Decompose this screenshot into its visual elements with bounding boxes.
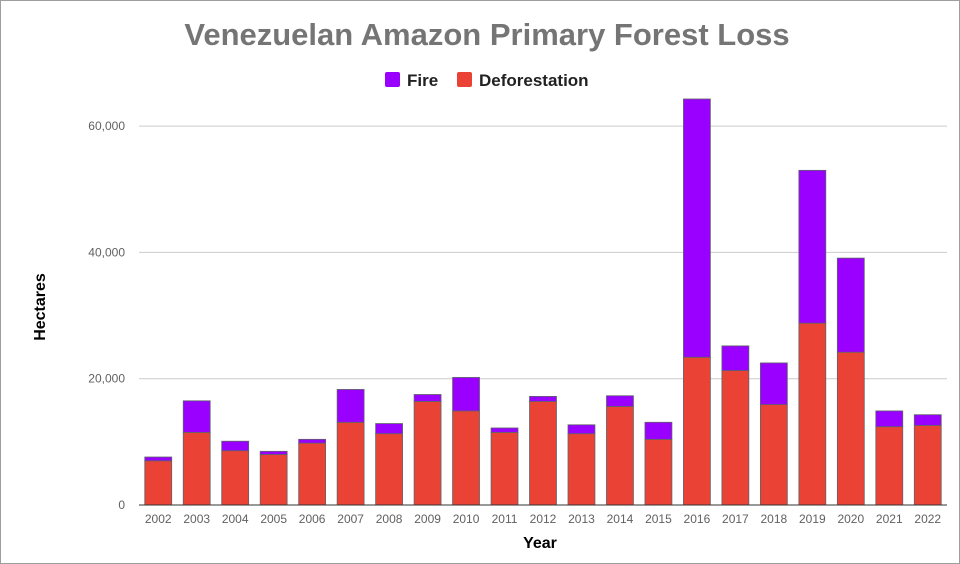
x-tick-label: 2006: [299, 512, 326, 526]
y-tick-label: 0: [118, 498, 125, 512]
y-axis-ticks: 0 20,000 40,000 60,000: [88, 119, 125, 512]
bar-fire-2020: [836, 257, 865, 353]
bar-deforestation-2013: [567, 433, 596, 506]
bar-fire-2006: [298, 438, 327, 444]
bar-fire-2015: [644, 421, 673, 440]
x-tick-label: 2011: [492, 512, 518, 526]
bar-fire-2002: [144, 456, 173, 462]
x-tick-label: 2005: [260, 512, 287, 526]
x-tick-label: 2004: [222, 512, 249, 526]
bar-deforestation-2011: [490, 431, 519, 506]
bar-fire-2003: [182, 400, 211, 433]
x-tick-label: 2021: [876, 512, 903, 526]
x-tick-label: 2022: [914, 512, 941, 526]
y-axis-title: Hectares: [32, 273, 49, 341]
x-axis-title: Year: [523, 535, 557, 552]
bar-deforestation-2022: [913, 425, 942, 506]
legend-label-deforestation: Deforestation: [479, 71, 589, 90]
bar-fire-2016: [683, 98, 711, 358]
x-tick-label: 2007: [337, 512, 364, 526]
bar-deforestation-2012: [529, 401, 557, 506]
x-tick-label: 2014: [607, 512, 634, 526]
bar-deforestation-2021: [875, 426, 904, 506]
bar-fire-2008: [375, 423, 403, 435]
x-tick-label: 2009: [414, 512, 441, 526]
bar-deforestation-2006: [298, 442, 327, 506]
x-tick-label: 2015: [645, 512, 672, 526]
bar-fire-2018: [759, 362, 788, 406]
x-tick-label: 2019: [799, 512, 826, 526]
bar-deforestation-2010: [452, 410, 480, 506]
x-tick-label: 2013: [568, 512, 595, 526]
bar-deforestation-2009: [413, 401, 442, 506]
bar-fire-2019: [798, 169, 827, 324]
bar-fire-2004: [221, 440, 250, 452]
bar-deforestation-2015: [644, 438, 673, 506]
bar-deforestation-2003: [182, 431, 211, 506]
bar-deforestation-2005: [259, 454, 288, 506]
bar-deforestation-2014: [606, 406, 634, 506]
bar-fire-2010: [452, 377, 480, 412]
x-tick-label: 2008: [376, 512, 403, 526]
bar-deforestation-2018: [759, 404, 788, 506]
bar-deforestation-2016: [683, 356, 711, 506]
x-tick-label: 2012: [530, 512, 557, 526]
bar-deforestation-2008: [375, 433, 403, 506]
bar-fire-2017: [721, 345, 750, 371]
bar-deforestation-2019: [798, 322, 827, 506]
bar-deforestation-2002: [144, 460, 173, 506]
x-tick-label: 2020: [837, 512, 864, 526]
x-tick-label: 2002: [145, 512, 172, 526]
x-tick-label: 2003: [183, 512, 210, 526]
bar-deforestation-2020: [836, 351, 865, 506]
legend-label-fire: Fire: [407, 71, 438, 90]
x-tick-label: 2018: [761, 512, 788, 526]
bar-fire-2007: [336, 389, 365, 423]
bars: [144, 98, 942, 506]
chart-title: Venezuelan Amazon Primary Forest Loss: [184, 17, 789, 52]
x-tick-label: 2010: [453, 512, 480, 526]
legend-swatch-deforestation: [457, 72, 472, 87]
bar-fire-2011: [490, 427, 519, 433]
x-tick-label: 2017: [722, 512, 749, 526]
bar-fire-2009: [413, 394, 442, 402]
legend: Fire Deforestation: [385, 71, 589, 90]
bar-fire-2005: [259, 450, 288, 455]
bar-fire-2022: [913, 414, 942, 426]
x-tick-label: 2016: [684, 512, 711, 526]
bar-fire-2021: [875, 410, 904, 428]
bar-deforestation-2007: [336, 421, 365, 506]
legend-swatch-fire: [385, 72, 400, 87]
bar-deforestation-2017: [721, 370, 750, 506]
y-tick-label: 40,000: [88, 245, 125, 259]
bar-fire-2014: [606, 395, 634, 407]
y-tick-label: 60,000: [88, 119, 125, 133]
y-tick-label: 20,000: [88, 372, 125, 386]
x-axis-ticks: 2002 2003 2004 2005 2006 2007 2008 2009 2010 2011…: [145, 512, 942, 526]
bar-fire-2013: [567, 424, 596, 435]
bar-fire-2012: [529, 395, 557, 402]
bar-deforestation-2004: [221, 450, 250, 506]
